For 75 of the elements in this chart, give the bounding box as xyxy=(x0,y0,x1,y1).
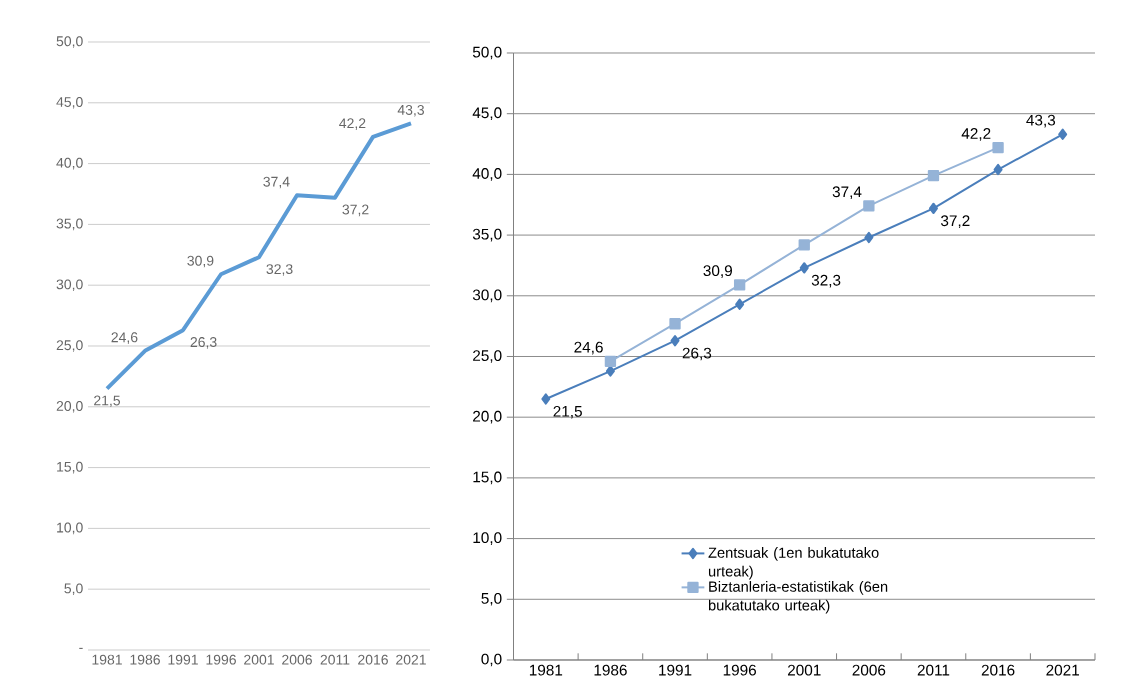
data-label: 24,6 xyxy=(574,341,603,355)
x-tick-label: 2021 xyxy=(396,654,426,665)
y-tick-label: 35,0 xyxy=(472,228,502,242)
data-label: 26,3 xyxy=(682,347,712,361)
point xyxy=(993,163,1003,176)
data-label: 43,3 xyxy=(1026,114,1056,128)
x-tick-label: 2021 xyxy=(1046,664,1079,676)
x-tick-label: 1991 xyxy=(168,654,198,665)
y-tick-label: 45,0 xyxy=(56,97,83,109)
data-label: 30,9 xyxy=(703,265,732,278)
x-tick-label: 2016 xyxy=(358,654,388,665)
x-tick-label: 1981 xyxy=(92,654,122,665)
data-label: 43,3 xyxy=(397,104,424,117)
point xyxy=(670,335,680,347)
y-tick-label: 5,0 xyxy=(481,592,502,606)
x-tick-label: 2016 xyxy=(981,664,1015,676)
x-tick-label: 1996 xyxy=(206,654,236,665)
data-label: 21,5 xyxy=(553,405,582,419)
y-tick-label: 40,0 xyxy=(472,168,502,181)
y-tick-label: 45,0 xyxy=(472,107,502,121)
point xyxy=(541,393,551,405)
point xyxy=(928,202,938,215)
y-tick-label: 0,0 xyxy=(481,653,502,667)
y-tick-label: 15,0 xyxy=(57,461,83,474)
y-tick-label: 20,0 xyxy=(56,401,83,413)
y-tick-label: 50,0 xyxy=(56,36,83,48)
x-tick-label: 2006 xyxy=(852,664,886,676)
y-tick-label: 20,0 xyxy=(473,410,502,424)
point xyxy=(669,318,681,330)
data-label: 32,3 xyxy=(811,274,841,288)
x-tick-label: 2001 xyxy=(244,654,274,665)
point xyxy=(864,231,874,244)
y-tick-label: 25,0 xyxy=(473,350,502,363)
data-label: 21,5 xyxy=(94,395,121,408)
y-tick-label: 15,0 xyxy=(473,471,502,485)
point xyxy=(863,200,875,212)
x-tick-label: 1986 xyxy=(594,664,627,676)
data-label: 37,2 xyxy=(342,204,369,217)
data-label: 37,4 xyxy=(832,186,862,200)
data-label: 42,2 xyxy=(339,118,366,130)
x-tick-label: 1996 xyxy=(723,664,756,676)
y-tick-label: 30,0 xyxy=(472,289,502,303)
point xyxy=(798,239,810,251)
data-label: 37,2 xyxy=(940,215,970,228)
y-tick-label: 25,0 xyxy=(56,340,83,352)
x-tick-label: 1991 xyxy=(659,664,692,676)
y-tick-label: 5,0 xyxy=(64,583,83,595)
point xyxy=(927,169,940,182)
y-tick-label: 30,0 xyxy=(56,279,83,291)
point xyxy=(733,279,746,291)
data-label: 30,9 xyxy=(187,255,214,268)
x-tick-label: 1986 xyxy=(130,654,160,665)
legend-label: Biztanleria-estatistikak (6en bukatutako urteak) xyxy=(708,581,888,614)
x-tick-label: 2011 xyxy=(320,654,350,665)
point xyxy=(604,355,617,368)
x-tick-label: 2006 xyxy=(282,654,312,665)
y-tick-label: 40,0 xyxy=(56,157,83,170)
data-label: 26,3 xyxy=(190,337,217,349)
data-label: 32,3 xyxy=(266,264,293,276)
point xyxy=(1058,128,1068,140)
y-tick-label: 10,0 xyxy=(57,522,83,535)
point xyxy=(992,142,1004,154)
data-label: 37,4 xyxy=(263,176,290,189)
y-tick-label: 35,0 xyxy=(56,218,83,231)
data-label: 24,6 xyxy=(111,332,138,344)
y-tick-label: 10,0 xyxy=(473,532,502,545)
y-tick-label: 50,0 xyxy=(472,46,502,60)
x-tick-label: 2001 xyxy=(787,664,821,676)
point xyxy=(735,298,745,310)
y-tick-label: - xyxy=(79,647,83,649)
data-label: 42,2 xyxy=(961,128,991,141)
x-tick-label: 2011 xyxy=(917,664,950,676)
legend-label: Zentsuak (1en bukatutako urteak) xyxy=(708,547,879,580)
x-tick-label: 1981 xyxy=(529,664,563,676)
point xyxy=(799,262,809,274)
